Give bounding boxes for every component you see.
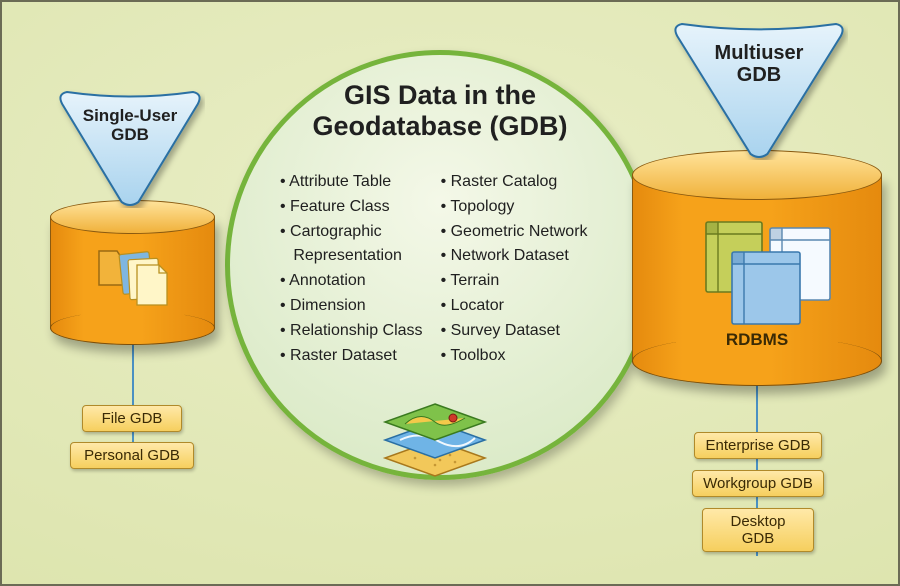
center-list-item: Raster Dataset [280, 344, 423, 369]
center-list-item: Dimension [280, 294, 423, 319]
multi-funnel-label: MultiuserGDB [670, 42, 848, 86]
center-list-item: Relationship Class [280, 319, 423, 344]
maps-icon [380, 400, 490, 485]
center-list-left: Attribute TableFeature ClassCartographic… [280, 170, 423, 368]
gdb-tag: Enterprise GDB [694, 432, 822, 459]
center-list-item: Survey Dataset [441, 319, 588, 344]
windows-icon [700, 218, 840, 333]
files-icon [95, 235, 185, 330]
single-funnel-label: Single-UserGDB [55, 107, 205, 144]
center-list-item: Topology [441, 195, 588, 220]
rdbms-label: RDBMS [632, 330, 882, 350]
gdb-tag: File GDB [82, 405, 182, 432]
center-list-item: Terrain [441, 269, 588, 294]
center-title: GIS Data in theGeodatabase (GDB) [225, 80, 655, 142]
center-list-item: Toolbox [441, 344, 588, 369]
gdb-tag: Desktop GDB [702, 508, 814, 552]
multi-funnel: MultiuserGDB [670, 20, 848, 160]
center-list-item: Raster Catalog [441, 170, 588, 195]
center-list-item: Feature Class [280, 195, 423, 220]
gdb-tag: Workgroup GDB [692, 470, 824, 497]
center-list-right: Raster CatalogTopologyGeometric NetworkN… [441, 170, 588, 368]
center-list-item: Attribute Table [280, 170, 423, 195]
center-list-item: Annotation [280, 269, 423, 294]
diagram-stage: GIS Data in theGeodatabase (GDB) Attribu… [0, 0, 900, 586]
center-list-item: Geometric Network [441, 220, 588, 245]
center-list-item: Network Dataset [441, 244, 588, 269]
center-lists: Attribute TableFeature ClassCartographic… [280, 170, 588, 368]
center-list-item: Cartographic [280, 220, 423, 245]
center-list-item: Representation [280, 244, 423, 269]
gdb-tag: Personal GDB [70, 442, 194, 469]
center-list-item: Locator [441, 294, 588, 319]
single-funnel: Single-UserGDB [55, 88, 205, 208]
